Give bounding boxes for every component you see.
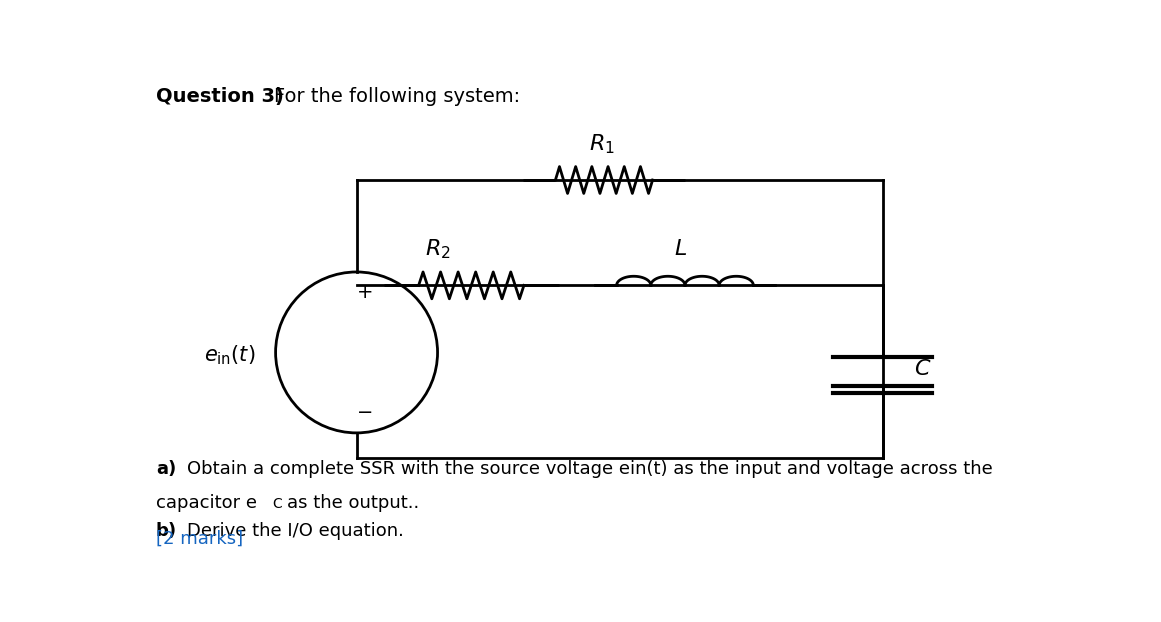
Text: For the following system:: For the following system:: [274, 86, 520, 106]
Text: Obtain a complete SSR with the source voltage ein(t) as the input and voltage ac: Obtain a complete SSR with the source vo…: [187, 460, 993, 478]
Text: as the output..: as the output..: [287, 494, 419, 512]
Text: $L$: $L$: [673, 238, 687, 261]
Text: b): b): [156, 522, 176, 541]
Text: −: −: [358, 403, 374, 422]
Text: $e_{\mathrm{in}}(t)$: $e_{\mathrm{in}}(t)$: [203, 343, 255, 366]
Text: Derive the I/O equation.: Derive the I/O equation.: [187, 522, 404, 541]
Text: $C$: $C$: [915, 358, 932, 380]
Text: $R_1$: $R_1$: [590, 132, 615, 156]
Text: +: +: [358, 283, 374, 302]
Text: Question 3): Question 3): [156, 86, 283, 106]
Text: a): a): [156, 460, 176, 478]
Text: C: C: [272, 497, 282, 511]
Text: capacitor e: capacitor e: [156, 494, 257, 512]
Text: $R_2$: $R_2$: [425, 238, 450, 261]
Text: [2 marks]: [2 marks]: [156, 530, 243, 548]
